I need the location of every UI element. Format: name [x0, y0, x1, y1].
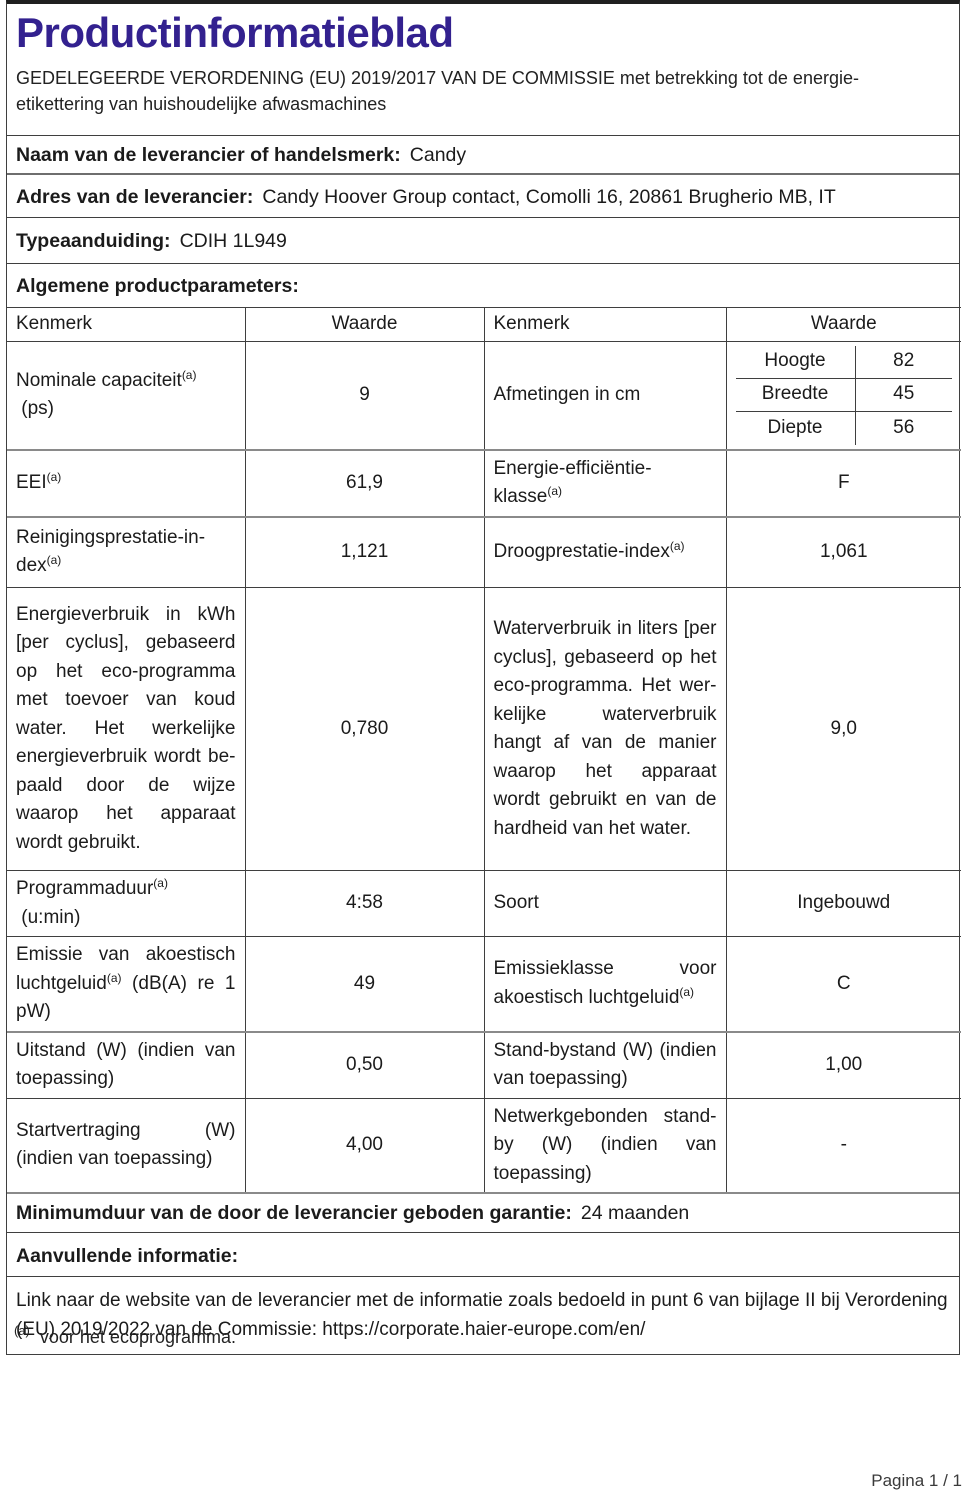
- param-label-dimensions: Afmetingen in cm: [483, 340, 727, 450]
- page-indicator: Pagina 1 / 1: [871, 1471, 962, 1490]
- param-label-programme-duration: Programmaduur(a) (u:min): [7, 870, 246, 937]
- warranty-row: Minimumduur van de door de leverancier g…: [7, 1192, 959, 1232]
- dimension-name: Hoogte: [735, 345, 856, 379]
- param-value-drying-index: 1,061: [725, 515, 961, 588]
- footnote-marker: (a): [14, 1323, 30, 1338]
- param-label-drying-index: Droogprestatie-in­dex(a): [483, 515, 727, 588]
- table-row: Emissie van akoestisch luchtgeluid(a) (d…: [7, 936, 961, 1032]
- param-value-cleaning-index: 1,121: [244, 515, 485, 588]
- param-value-energy-consumption: 0,780: [244, 587, 485, 871]
- supplier-address-row: Adres van de leverancier: Candy Hoover Gr…: [7, 173, 959, 217]
- warranty-label: Minimumduur van de door de leverancier g…: [16, 1202, 572, 1224]
- column-header-waarde-1: Waarde: [244, 307, 485, 342]
- table-row: Uitstand (W) (indien van toepassing) 0,5…: [7, 1030, 961, 1099]
- table-row: Startvertraging (W) (indien van toepas­s…: [7, 1097, 961, 1192]
- param-label-energy-class: Energie-efficiëntie-klasse(a): [483, 448, 727, 517]
- additional-info-label: Aanvullende informatie:: [16, 1245, 239, 1267]
- supplier-name-label: Naam van de leverancier of handelsmerk:: [16, 144, 401, 166]
- param-label-networked-standby: Netwerkgebonden stand-by (W) (indien van…: [483, 1097, 727, 1192]
- table-row: Energieverbruik in kWh [per cyclus], ge­…: [7, 587, 961, 871]
- dimension-name: Diepte: [736, 411, 856, 445]
- column-header-kenmerk-2: Kenmerk: [483, 307, 727, 342]
- footnote: (a) voor het ecoprogramma.: [14, 1324, 236, 1348]
- param-label-water-consumption: Waterverbruik in li­ters [per cyclus], g…: [483, 587, 727, 871]
- supplier-link-text: Link naar de website van de leverancier …: [16, 1290, 948, 1341]
- regulation-text: GEDELEGEERDE VERORDENING (EU) 2019/2017 …: [16, 68, 859, 115]
- supplier-link-row: Link naar de website van de leverancier …: [7, 1276, 959, 1355]
- model-identifier-label: Typeaanduiding:: [16, 230, 171, 252]
- column-header-waarde-2: Waarde: [725, 307, 961, 342]
- parameters-table: Kenmerk Waarde Kenmerk Waarde Nominale c…: [7, 307, 961, 1192]
- param-value-delay-start: 4,00: [244, 1097, 485, 1192]
- model-identifier-row: Typeaanduiding: CDIH 1L949: [7, 217, 959, 263]
- table-row: Reinigingsprestatie-in­dex(a) 1,121 Droo…: [7, 515, 961, 588]
- footnote-text: voor het ecoprogramma.: [39, 1327, 236, 1347]
- param-value-programme-duration: 4:58: [244, 870, 485, 937]
- supplier-name-row: Naam van de leverancier of handelsmerk: C…: [7, 135, 959, 173]
- param-label-eei: EEI(a): [7, 448, 246, 517]
- param-value-noise-emission: 49: [244, 936, 485, 1032]
- supplier-address-label: Adres van de leverancier:: [16, 186, 254, 208]
- param-value-off-mode: 0,50: [244, 1030, 485, 1099]
- param-value-water-consumption: 9,0: [725, 587, 961, 871]
- supplier-name-value: Candy: [409, 144, 467, 166]
- table-row: EEI(a) 61,9 Energie-efficiëntie-klasse(a…: [7, 448, 961, 517]
- param-value-type: Ingebouwd: [725, 870, 961, 937]
- param-label-type: Soort: [483, 870, 727, 937]
- dimension-value: 56: [893, 416, 915, 438]
- param-label-noise-class: Emissieklasse voor akoestisch luchtge­lu…: [483, 936, 727, 1032]
- param-value-noise-class: C: [725, 936, 961, 1032]
- dimension-value: 45: [855, 379, 952, 412]
- sheet-frame: Productinformatieblad GEDELEGEERDE VEROR…: [6, 0, 961, 1355]
- param-label-noise-emission: Emissie van akoestisch luchtgeluid(a) (d…: [7, 936, 246, 1032]
- supplier-address-value: Candy Hoover Group contact, Comolli 16, …: [262, 186, 836, 208]
- section-header: Algemene productparameters:: [7, 263, 959, 307]
- table-row: Programmaduur(a) (u:min) 4:58 Soort Inge…: [7, 870, 961, 937]
- param-value-nominal-capacity: 9: [244, 340, 485, 450]
- param-value-energy-class: F: [725, 448, 961, 517]
- param-value-eei: 61,9: [244, 448, 485, 517]
- param-label-energy-consumption: Energieverbruik in kWh [per cyclus], ge­…: [7, 587, 246, 871]
- param-label-standby-mode: Stand-bystand (W) (in­dien van toepassin…: [483, 1030, 727, 1099]
- param-label-delay-start: Startvertraging (W) (indien van toepas­s…: [7, 1097, 246, 1192]
- masthead: Productinformatieblad GEDELEGEERDE VEROR…: [7, 4, 959, 135]
- param-value-standby-mode: 1,00: [725, 1030, 961, 1099]
- dimension-value: 82: [855, 346, 952, 379]
- param-label-off-mode: Uitstand (W) (indien van toepassing): [7, 1030, 246, 1099]
- table-header-row: Kenmerk Waarde Kenmerk Waarde: [7, 307, 961, 342]
- warranty-value: 24 maanden: [580, 1202, 690, 1224]
- dimensions-table: Hoogte 82 Breedte 45 Diepte 56: [725, 340, 961, 450]
- column-header-kenmerk-1: Kenmerk: [7, 307, 246, 342]
- table-row: Nominale capaciteit(a) (ps) 9 Afmetingen…: [7, 340, 961, 450]
- additional-info-header: Aanvullende informatie:: [7, 1232, 959, 1276]
- section-header-label: Algemene productparameters:: [16, 275, 299, 297]
- dimension-name: Breedte: [735, 378, 856, 412]
- model-identifier-value: CDIH 1L949: [179, 230, 287, 252]
- page-title: Productinformatieblad: [16, 9, 454, 56]
- param-label-nominal-capacity: Nominale capaciteit(a) (ps): [7, 340, 246, 450]
- supplier-website-url[interactable]: https://corporate.haier-europe.com/en/: [322, 1319, 646, 1341]
- param-value-networked-standby: -: [725, 1097, 961, 1192]
- param-label-cleaning-index: Reinigingsprestatie-in­dex(a): [7, 515, 246, 588]
